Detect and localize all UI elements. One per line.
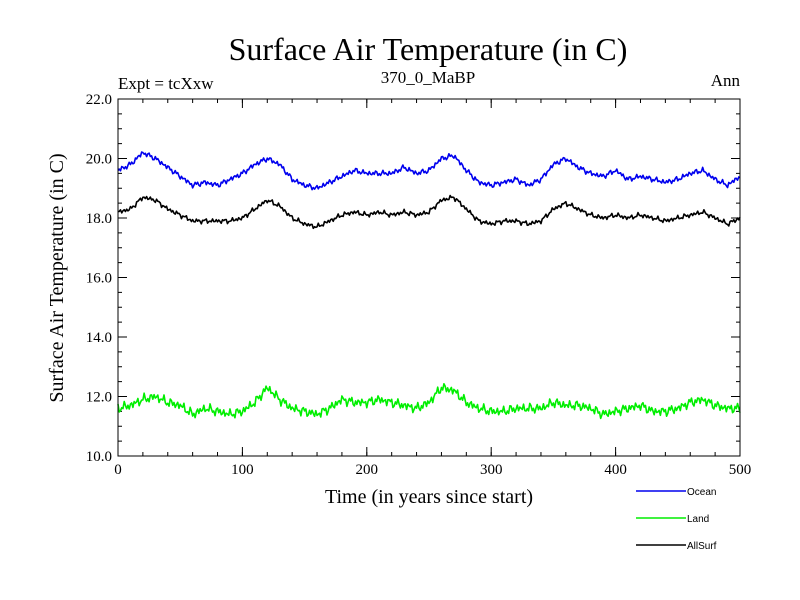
series-line-land [117,383,741,420]
x-tick-label: 500 [729,462,752,478]
legend-ocean-label: Ocean [687,487,716,498]
y-tick-label: 14.0 [86,330,112,346]
y-axis-label: Surface Air Temperature (in C) [46,153,68,402]
x-tick-label: 100 [231,462,254,478]
series-lines [117,151,741,420]
plot-frame [117,98,741,457]
legend: Ocean Land AllSurf [636,487,717,552]
series-line-allsurf [117,194,741,230]
chart-title: Surface Air Temperature (in C) [229,31,628,67]
y-tick-label: 12.0 [86,390,112,406]
legend-allsurf-label: AllSurf [687,541,717,552]
legend-land-label: Land [687,514,709,525]
x-tick-label: 200 [356,462,379,478]
x-tick-label: 0 [114,462,122,478]
y-tick-label: 20.0 [86,152,112,168]
y-tick-label: 18.0 [86,211,112,227]
chart-subtitle: 370_0_MaBP [381,68,475,87]
y-tick-label: 10.0 [86,449,112,465]
experiment-label: Expt = tcXxw [118,74,214,93]
x-axis-label: Time (in years since start) [325,486,533,508]
x-tick-label: 300 [480,462,503,478]
x-tick-labels: 0 100 200 300 400 500 [114,462,751,478]
x-tick-label: 400 [604,462,627,478]
season-label: Ann [711,71,741,90]
y-tick-label: 22.0 [86,92,112,108]
y-tick-labels: 10.0 12.0 14.0 16.0 18.0 20.0 22.0 [86,92,112,465]
series-line-ocean [117,151,741,191]
y-tick-label: 16.0 [86,271,112,287]
